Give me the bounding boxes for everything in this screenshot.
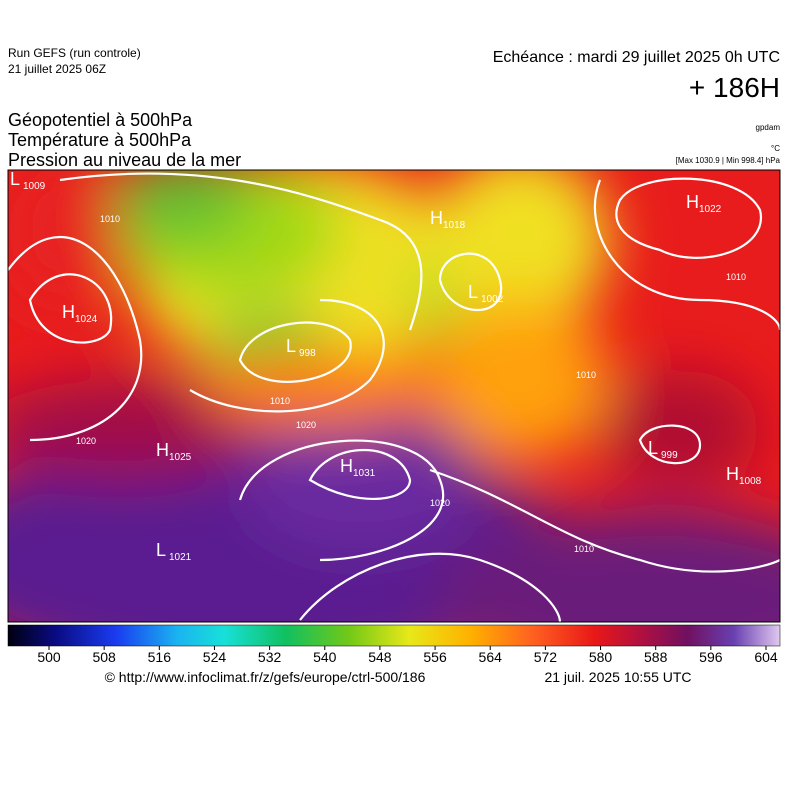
- center-letter: H: [430, 208, 443, 228]
- isobars: [8, 172, 780, 622]
- center-value: 1008: [739, 476, 762, 487]
- colorbar-tick-label: 508: [92, 649, 116, 665]
- title-3: Pression au niveau de la mer: [8, 150, 241, 170]
- colorbar-tick-label: 516: [148, 649, 172, 665]
- colorbar-tick-label: 540: [313, 649, 337, 665]
- isobar-label: 1010: [574, 544, 594, 554]
- colorbar-tick-label: 572: [534, 649, 558, 665]
- colorbar-tick-label: 564: [479, 649, 503, 665]
- center-letter: L: [10, 169, 20, 189]
- unit-gpdam: gpdam: [756, 123, 781, 132]
- center-value: 1024: [75, 314, 98, 325]
- valid-time: Echéance : mardi 29 juillet 2025 0h UTC: [493, 49, 780, 66]
- center-letter: L: [286, 336, 296, 356]
- isobar-label: 1010: [726, 272, 746, 282]
- center-value: 1025: [169, 452, 192, 463]
- center-value: 1022: [699, 204, 722, 215]
- center-value: 1018: [443, 220, 466, 231]
- map-frame: [7, 169, 781, 623]
- colorbar-tick-label: 604: [754, 649, 778, 665]
- center-value: 1031: [353, 468, 376, 479]
- isobar-label: 1010: [576, 370, 596, 380]
- isobar-label: 1020: [76, 436, 96, 446]
- center-value: 1021: [169, 552, 192, 563]
- title-2: Température à 500hPa: [8, 130, 192, 150]
- colorbar: [7, 624, 781, 647]
- colorbar-tick-label: 580: [589, 649, 613, 665]
- isobar-label: 1020: [430, 498, 450, 508]
- colorbar-tick-label: 500: [37, 649, 61, 665]
- center-letter: L: [648, 438, 658, 458]
- center-value: 1002: [481, 294, 504, 305]
- center-letter: H: [726, 464, 739, 484]
- center-letter: L: [468, 282, 478, 302]
- source-url: © http://www.infoclimat.fr/z/gefs/europe…: [105, 669, 426, 685]
- map-field: [8, 170, 780, 622]
- pressure-range: [Max 1030.9 | Min 998.4] hPa: [676, 156, 781, 165]
- center-letter: H: [686, 192, 699, 212]
- run-label: Run GEFS (run controle): [8, 46, 141, 60]
- isobar-label: 1010: [100, 214, 120, 224]
- colorbar-tick-label: 548: [368, 649, 392, 665]
- colorbar-tick-label: 588: [644, 649, 668, 665]
- colorbar-tick-label: 556: [423, 649, 447, 665]
- isobar-label: 1010: [270, 396, 290, 406]
- colorbar-tick-label: 524: [203, 649, 227, 665]
- unit-celsius: °C: [771, 144, 780, 153]
- colorbar-tick-label: 596: [699, 649, 723, 665]
- center-letter: H: [340, 456, 353, 476]
- colorbar-tick-label: 532: [258, 649, 282, 665]
- isobar-label: 1020: [296, 420, 316, 430]
- center-letter: H: [62, 302, 75, 322]
- center-letter: L: [156, 540, 166, 560]
- center-value: 998: [299, 348, 316, 359]
- lead-time: + 186H: [689, 72, 780, 103]
- center-value: 1009: [23, 181, 46, 192]
- run-date: 21 juillet 2025 06Z: [8, 62, 106, 76]
- title-1: Géopotentiel à 500hPa: [8, 110, 193, 130]
- center-letter: H: [156, 440, 169, 460]
- generated-time: 21 juil. 2025 10:55 UTC: [544, 669, 691, 685]
- center-value: 999: [661, 450, 678, 461]
